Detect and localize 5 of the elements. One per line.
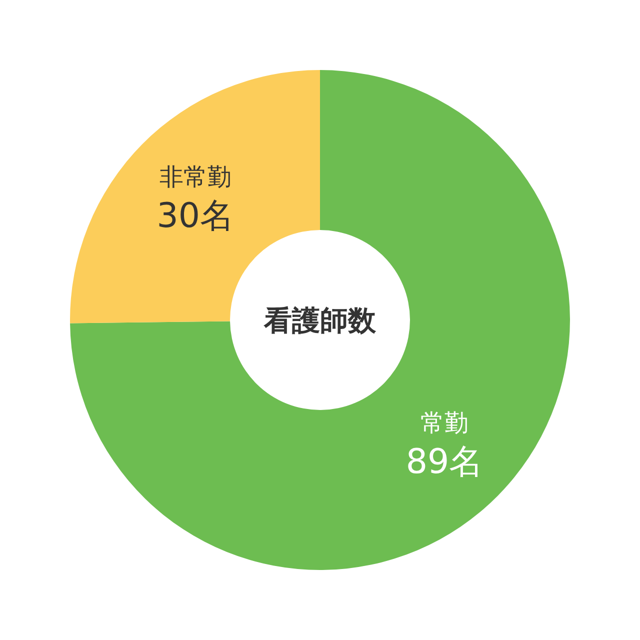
- text: 看護師数: [263, 304, 377, 337]
- data-label: 30名: [156, 196, 234, 236]
- slice-label: 常勤: [420, 408, 469, 437]
- data-label: 89名: [406, 442, 484, 482]
- slice-label: 非常勤: [159, 163, 232, 192]
